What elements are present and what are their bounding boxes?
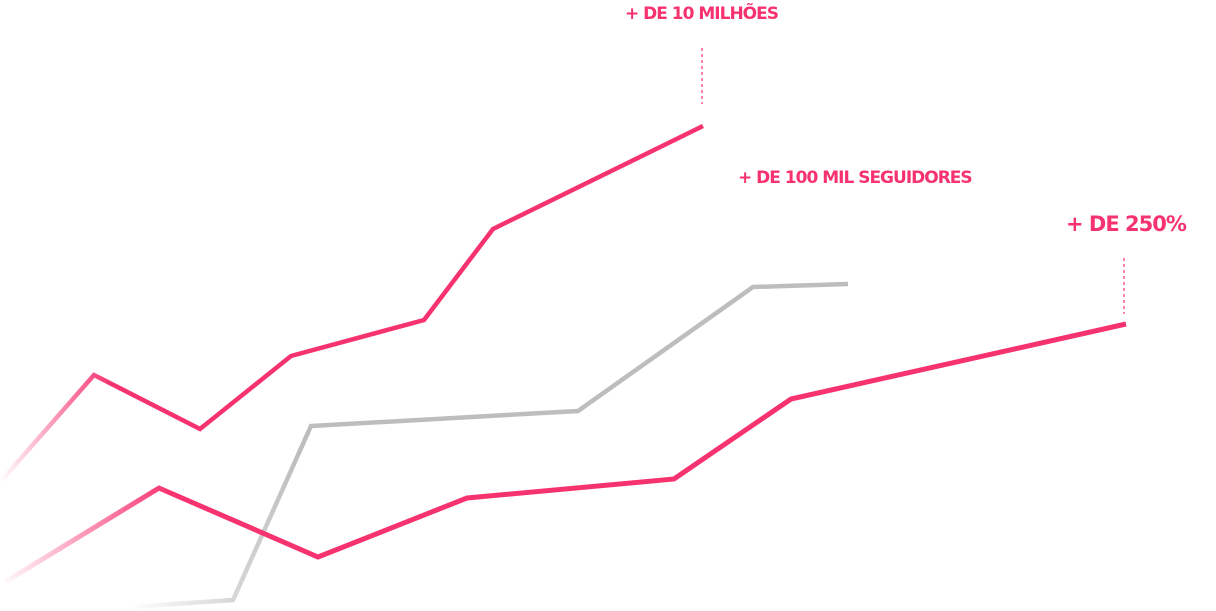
trend-line xyxy=(0,123,704,484)
trend-line xyxy=(129,281,849,610)
trend-line xyxy=(3,321,1127,585)
annotation: + DE 10 MILHÕES xyxy=(625,1,778,24)
annotation: + DE 100 MIL SEGUIDORES xyxy=(738,168,972,188)
annotation: + DE 250% xyxy=(1066,212,1187,236)
